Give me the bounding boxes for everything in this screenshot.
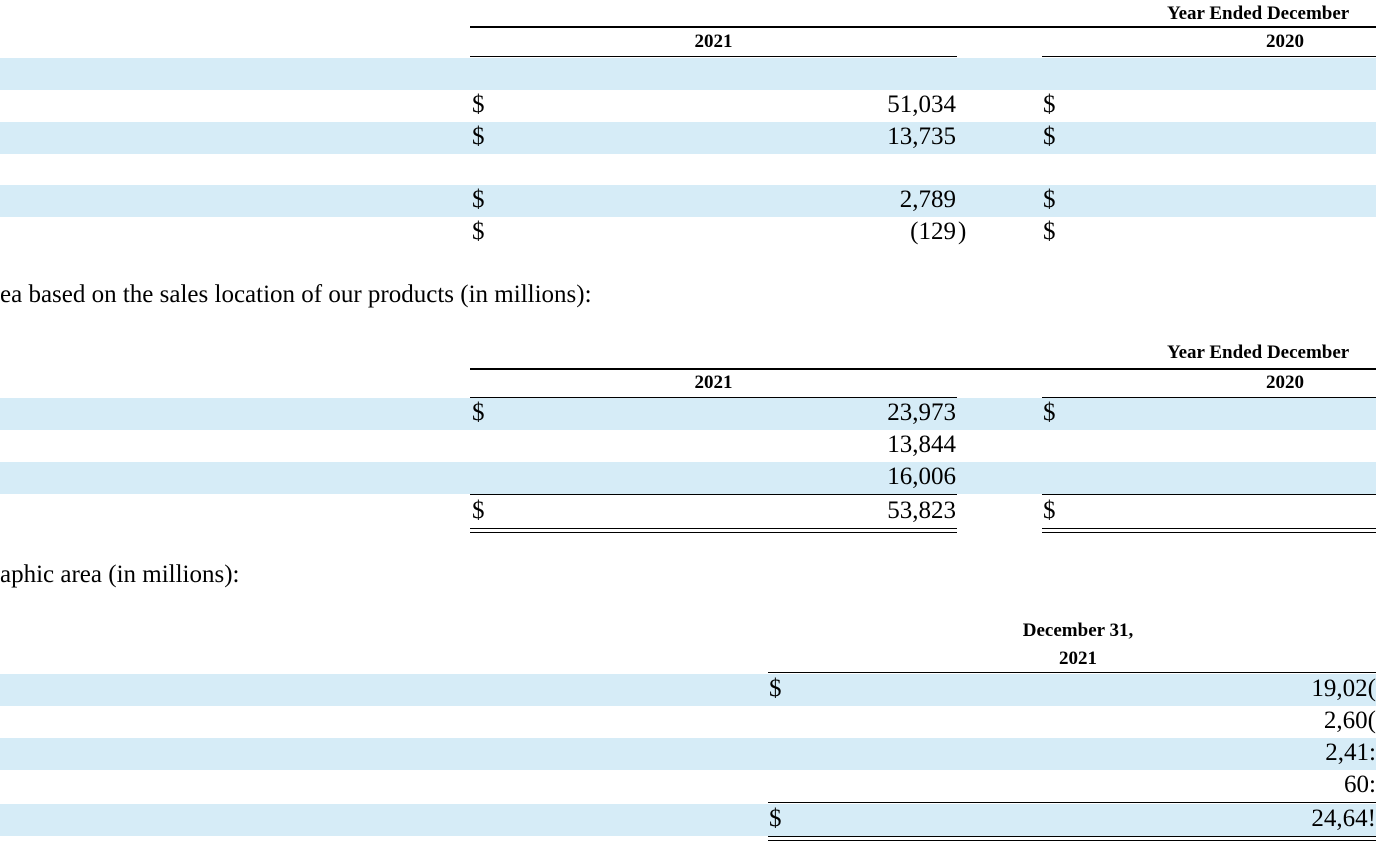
value-2021: (129 [910, 218, 956, 245]
dollar-sign: $ [1043, 497, 1056, 524]
table3-intro-text: aphic area (in millions): [0, 561, 240, 588]
value-2021: 2,789 [899, 186, 956, 213]
dollar-sign: $ [1043, 91, 1056, 118]
table2-intro-text: ea based on the sales location of our pr… [0, 281, 592, 308]
value-2021: 13,735 [887, 123, 956, 150]
dollar-sign: $ [1043, 399, 1056, 426]
table3-total-rule [768, 802, 1376, 803]
table1-col-2021: 2021 [694, 31, 733, 52]
table2-total-rule [1042, 494, 1376, 495]
table1-col-2021-rule [470, 56, 957, 57]
table2-double-rule [1042, 528, 1376, 533]
value-2021: 19,02( [1311, 675, 1376, 702]
value-2021: 53,823 [887, 497, 956, 524]
value-2021: 23,973 [887, 399, 956, 426]
table2-band [0, 398, 1376, 430]
value-2021: 13,844 [887, 431, 956, 458]
value-2021: 60: [1344, 771, 1376, 798]
table3-header-rule [768, 672, 1376, 673]
dollar-sign: $ [472, 399, 485, 426]
close-paren: ) [958, 218, 967, 245]
table3-double-rule [768, 836, 1376, 841]
dollar-sign: $ [472, 218, 485, 245]
value-2021: 2,60( [1323, 707, 1376, 734]
table2-header-title: Year Ended December [1167, 342, 1350, 363]
table1-header-title: Year Ended December [1167, 3, 1350, 24]
dollar-sign: $ [472, 91, 485, 118]
dollar-sign: $ [472, 123, 485, 150]
table3-band [0, 804, 1376, 836]
dollar-sign: $ [1043, 186, 1056, 213]
value-2021: 16,006 [887, 463, 956, 490]
table2-band [0, 462, 1376, 494]
table3-band [0, 738, 1376, 770]
table1-band [0, 58, 1376, 90]
table3-band [0, 674, 1376, 706]
dollar-sign: $ [1043, 218, 1056, 245]
table1-band [0, 185, 1376, 217]
table3-header-line1: December 31, [1022, 620, 1134, 641]
dollar-sign: $ [769, 805, 782, 832]
dollar-sign: $ [472, 186, 485, 213]
dollar-sign: $ [769, 675, 782, 702]
value-2021: 51,034 [887, 91, 956, 118]
table1-col-2020-rule [1042, 56, 1376, 57]
table2-col-2021-rule [470, 397, 957, 398]
table1-header-rule [470, 26, 1376, 28]
value-2021: 2,41: [1325, 739, 1376, 766]
dollar-sign: $ [1043, 123, 1056, 150]
value-2021: 24,64! [1311, 805, 1376, 832]
table2-header-rule [470, 368, 1376, 370]
table1-col-2020: 2020 [1266, 31, 1304, 52]
table1-band [0, 122, 1376, 154]
table2-col-2021: 2021 [694, 372, 733, 393]
table3-header-line2: 2021 [1059, 648, 1097, 669]
table2-double-rule [470, 528, 957, 533]
table2-col-2020-rule [1042, 397, 1376, 398]
dollar-sign: $ [472, 497, 485, 524]
table2-total-rule [470, 494, 957, 495]
table2-col-2020: 2020 [1266, 372, 1304, 393]
